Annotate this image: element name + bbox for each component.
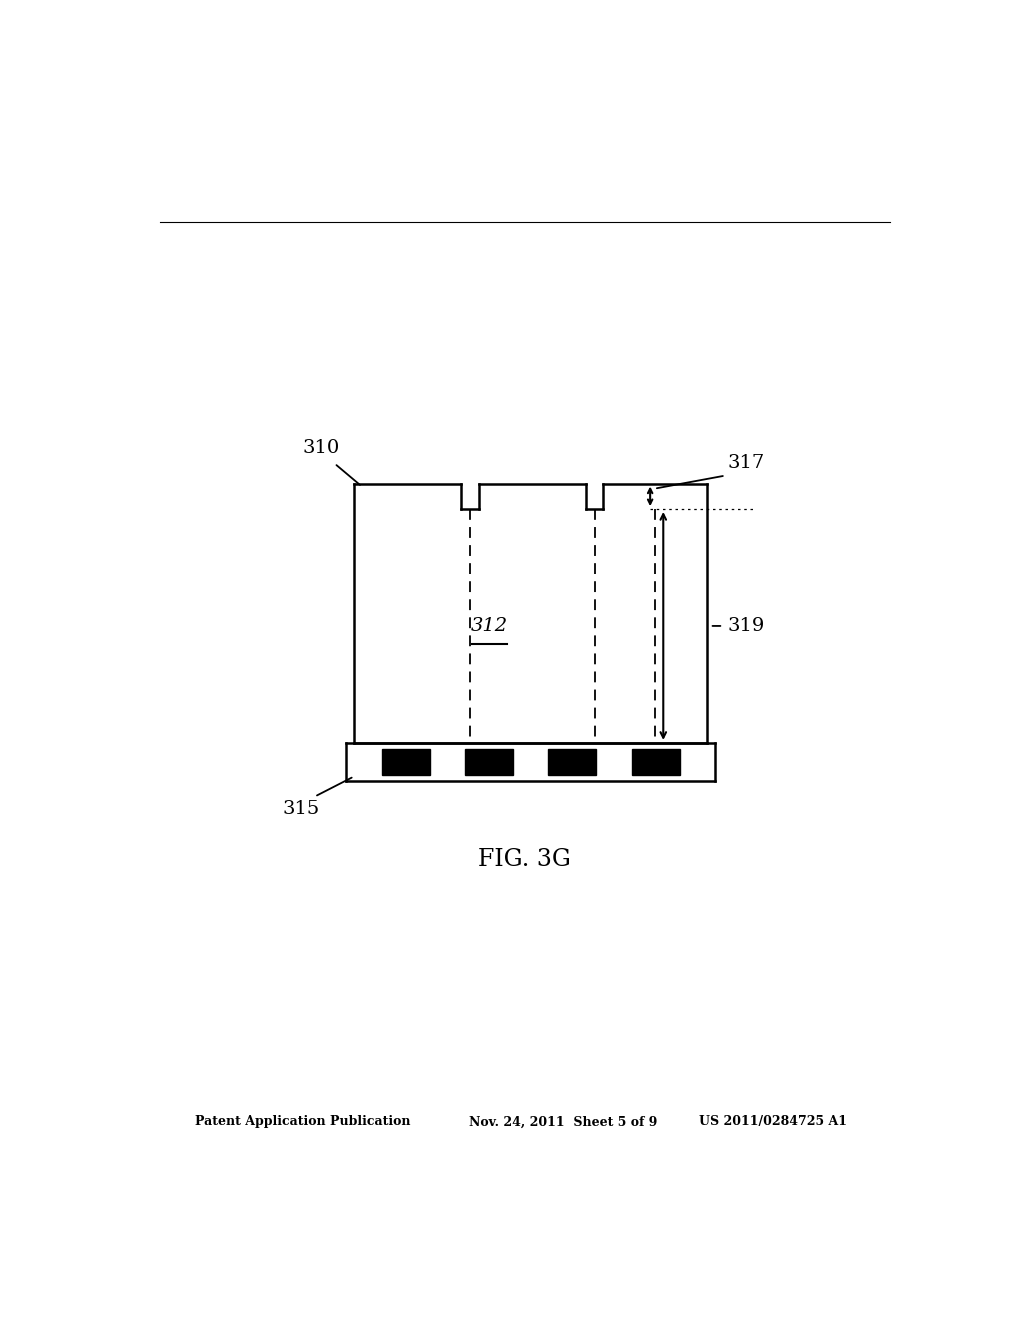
- Text: Nov. 24, 2011  Sheet 5 of 9: Nov. 24, 2011 Sheet 5 of 9: [469, 1115, 657, 1129]
- Text: Patent Application Publication: Patent Application Publication: [196, 1115, 411, 1129]
- Text: 315: 315: [283, 800, 321, 818]
- Text: 312: 312: [470, 616, 508, 635]
- Bar: [382, 750, 430, 775]
- Bar: [465, 750, 513, 775]
- Text: 310: 310: [303, 440, 340, 457]
- Text: FIG. 3G: FIG. 3G: [478, 849, 571, 871]
- Text: 319: 319: [727, 616, 765, 635]
- Text: US 2011/0284725 A1: US 2011/0284725 A1: [699, 1115, 848, 1129]
- Text: 317: 317: [727, 454, 765, 473]
- Bar: [632, 750, 680, 775]
- Bar: [549, 750, 596, 775]
